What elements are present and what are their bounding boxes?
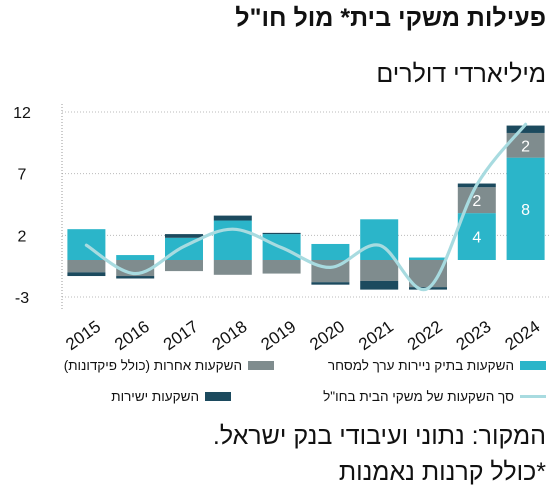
source-note: המקור: נתוני ועיבודי בנק ישראל. [212, 422, 546, 450]
x-tick-label: 2021 [355, 317, 397, 354]
data-label: 2 [521, 138, 530, 155]
bar-other-2019 [262, 260, 301, 274]
legend-label-other: השקעות אחרות (כולל פיקדונות) [63, 358, 242, 373]
legend-swatch-total [520, 395, 546, 398]
bar-direct-2017 [165, 234, 203, 238]
footnote: *כולל קרנות נאמנות [338, 458, 546, 486]
legend-label-direct: השקעות ישירות [111, 389, 199, 404]
x-tick-label: 2019 [258, 317, 300, 354]
bar-direct-2016 [116, 276, 155, 279]
bar-direct-2024 [506, 125, 545, 133]
chart-title: פעילות משקי בית* מול חו"ל [235, 4, 546, 32]
y-tick-label: 12 [13, 105, 31, 122]
line-total [84, 122, 528, 292]
data-label: 8 [521, 202, 530, 219]
legend-direct: השקעות ישירות [111, 389, 231, 404]
y-tick-label: 2 [18, 228, 27, 245]
bar-other-2021 [360, 260, 399, 281]
bar-securities-2016 [116, 255, 155, 260]
x-tick-label: 2024 [502, 317, 544, 354]
legend-label-total: סך השקעות של משקי הבית בחו"ל [323, 389, 514, 404]
legend-other: השקעות אחרות (כולל פיקדונות) [64, 358, 274, 373]
bar-securities-2023 [457, 213, 496, 260]
legend-swatch-direct [205, 392, 231, 401]
chart-subtitle: מיליארדי דולרים [376, 60, 546, 88]
bar-direct-2018 [213, 215, 252, 221]
bar-securities-2022 [409, 257, 447, 260]
legend-label-securities: השקעות בתיק ניירות ערך למסחר [327, 358, 514, 373]
bar-other-2022 [409, 260, 447, 288]
x-tick-label: 2018 [209, 317, 251, 354]
x-tick-label: 2023 [453, 317, 495, 354]
x-tick-label: 2017 [160, 317, 202, 354]
bar-direct-2019 [262, 232, 301, 235]
data-label: 4 [472, 230, 481, 247]
x-tick-label: 2016 [111, 317, 153, 354]
bar-securities-2020 [311, 243, 350, 260]
bar-securities-2024 [506, 157, 545, 260]
bar-direct-2015 [67, 272, 106, 277]
legend-swatch-securities [520, 361, 546, 370]
legend-total: סך השקעות של משקי הבית בחו"ל [323, 389, 546, 404]
bar-direct-2020 [311, 282, 350, 285]
y-tick-label: 7 [18, 167, 27, 184]
x-tick-label: 2015 [62, 317, 104, 354]
data-label: 2 [472, 193, 481, 210]
bar-other-2017 [165, 260, 203, 272]
x-tick-label: 2022 [404, 317, 446, 354]
bar-other-2015 [67, 260, 106, 273]
y-tick-label: -3 [15, 290, 29, 307]
bar-securities-2018 [213, 220, 252, 260]
legend-securities: השקעות בתיק ניירות ערך למסחר [328, 358, 546, 373]
bar-other-2018 [213, 260, 252, 275]
x-tick-label: 2020 [306, 317, 348, 354]
legend-swatch-other [248, 361, 274, 370]
bar-direct-2021 [360, 280, 399, 290]
